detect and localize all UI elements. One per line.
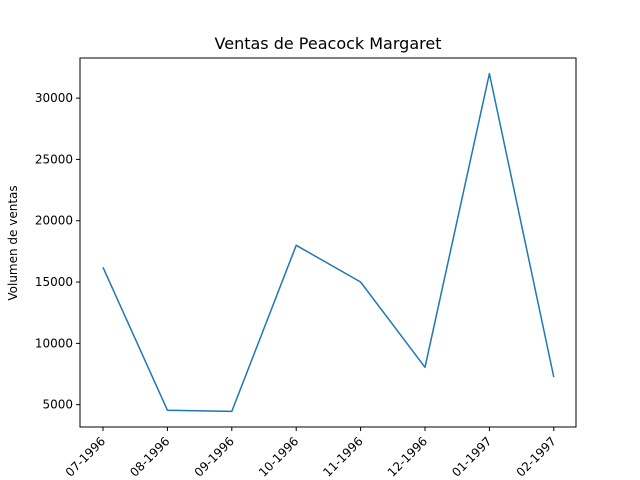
y-axis-ticks: 5000 10000 15000 20000 25000 30000 [35,91,80,412]
series-layer [102,72,555,413]
y-tick-label: 5000 [42,398,73,412]
plot-frame [79,57,577,428]
y-tick-label: 15000 [35,275,73,289]
series-line [102,72,555,413]
y-tick-label: 25000 [35,152,73,166]
y-axis-title: Volumen de ventas [6,185,20,300]
y-tick-label: 10000 [35,336,73,350]
chart-title: Ventas de Peacock Margaret [215,34,442,53]
y-tick-label: 20000 [35,214,73,228]
y-tick-label: 30000 [35,91,73,105]
